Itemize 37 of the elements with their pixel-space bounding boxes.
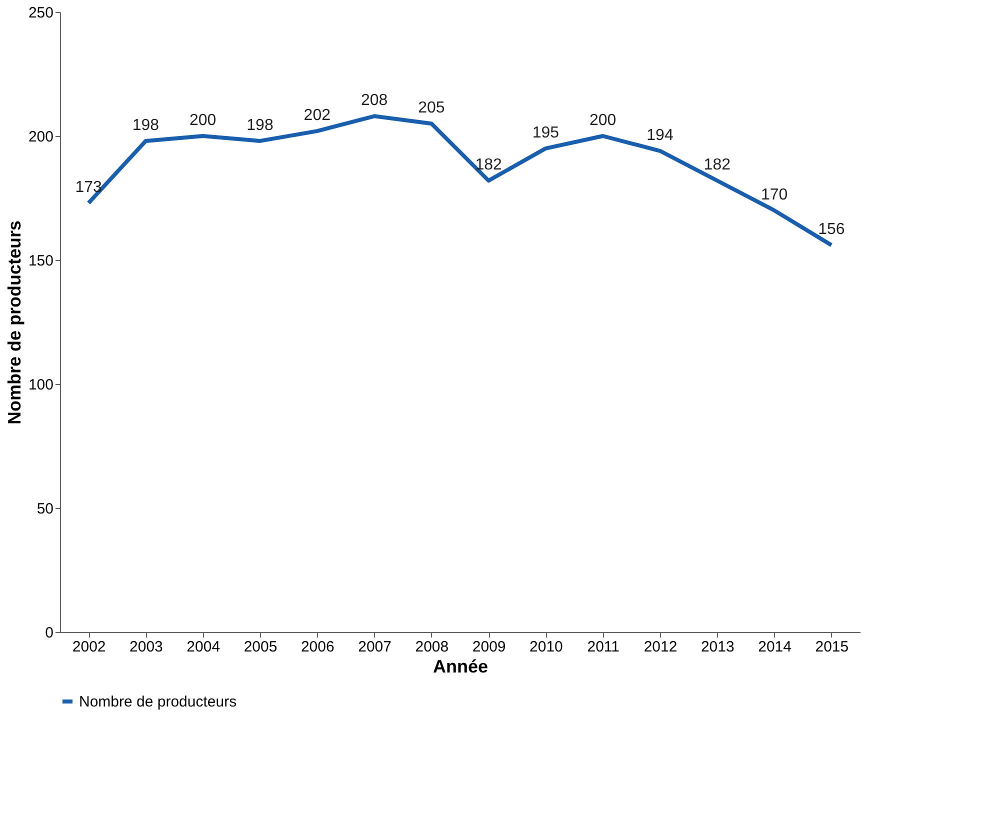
data-label: 156	[818, 221, 845, 238]
y-axis-title: Nombre de producteurs	[4, 220, 24, 425]
y-tick-label: 150	[28, 252, 54, 270]
x-tick-label: 2015	[815, 638, 849, 656]
x-tick-label: 2009	[472, 638, 506, 656]
data-label: 198	[132, 116, 160, 134]
y-tick-label: 50	[36, 500, 54, 518]
data-label: 195	[532, 124, 560, 142]
data-label: 198	[246, 116, 274, 134]
y-tick-label: 0	[45, 624, 54, 642]
y-tick-label: 200	[28, 128, 54, 146]
x-tick-label: 2014	[758, 638, 792, 656]
data-label: 202	[304, 107, 331, 124]
data-label: 194	[646, 126, 674, 144]
x-tick-label: 2011	[587, 638, 620, 656]
data-label: 200	[590, 112, 616, 129]
y-tick-label: 250	[28, 4, 54, 22]
x-axis-title: Année	[432, 656, 488, 676]
x-tick-label: 2008	[415, 638, 449, 656]
legend-label: Nombre de producteurs	[79, 694, 237, 710]
data-label: 170	[760, 186, 788, 204]
data-label: 182	[704, 156, 731, 174]
data-label: 200	[190, 112, 216, 129]
x-tick-label: 2013	[700, 638, 734, 656]
y-tick-label: 100	[28, 376, 54, 394]
x-tick-label: 2005	[244, 638, 278, 656]
x-tick-label: 2006	[300, 638, 334, 656]
x-tick-label: 2004	[186, 638, 220, 656]
x-tick-label: 2012	[644, 638, 678, 656]
data-label: 205	[418, 100, 445, 117]
data-label: 208	[360, 92, 388, 110]
x-tick-label: 2010	[530, 638, 563, 656]
data-label: 182	[475, 156, 502, 174]
x-tick-label: 2003	[130, 638, 163, 656]
x-tick-label: 2002	[72, 638, 106, 656]
data-label: 173	[75, 178, 102, 196]
x-tick-label: 2007	[358, 638, 392, 656]
